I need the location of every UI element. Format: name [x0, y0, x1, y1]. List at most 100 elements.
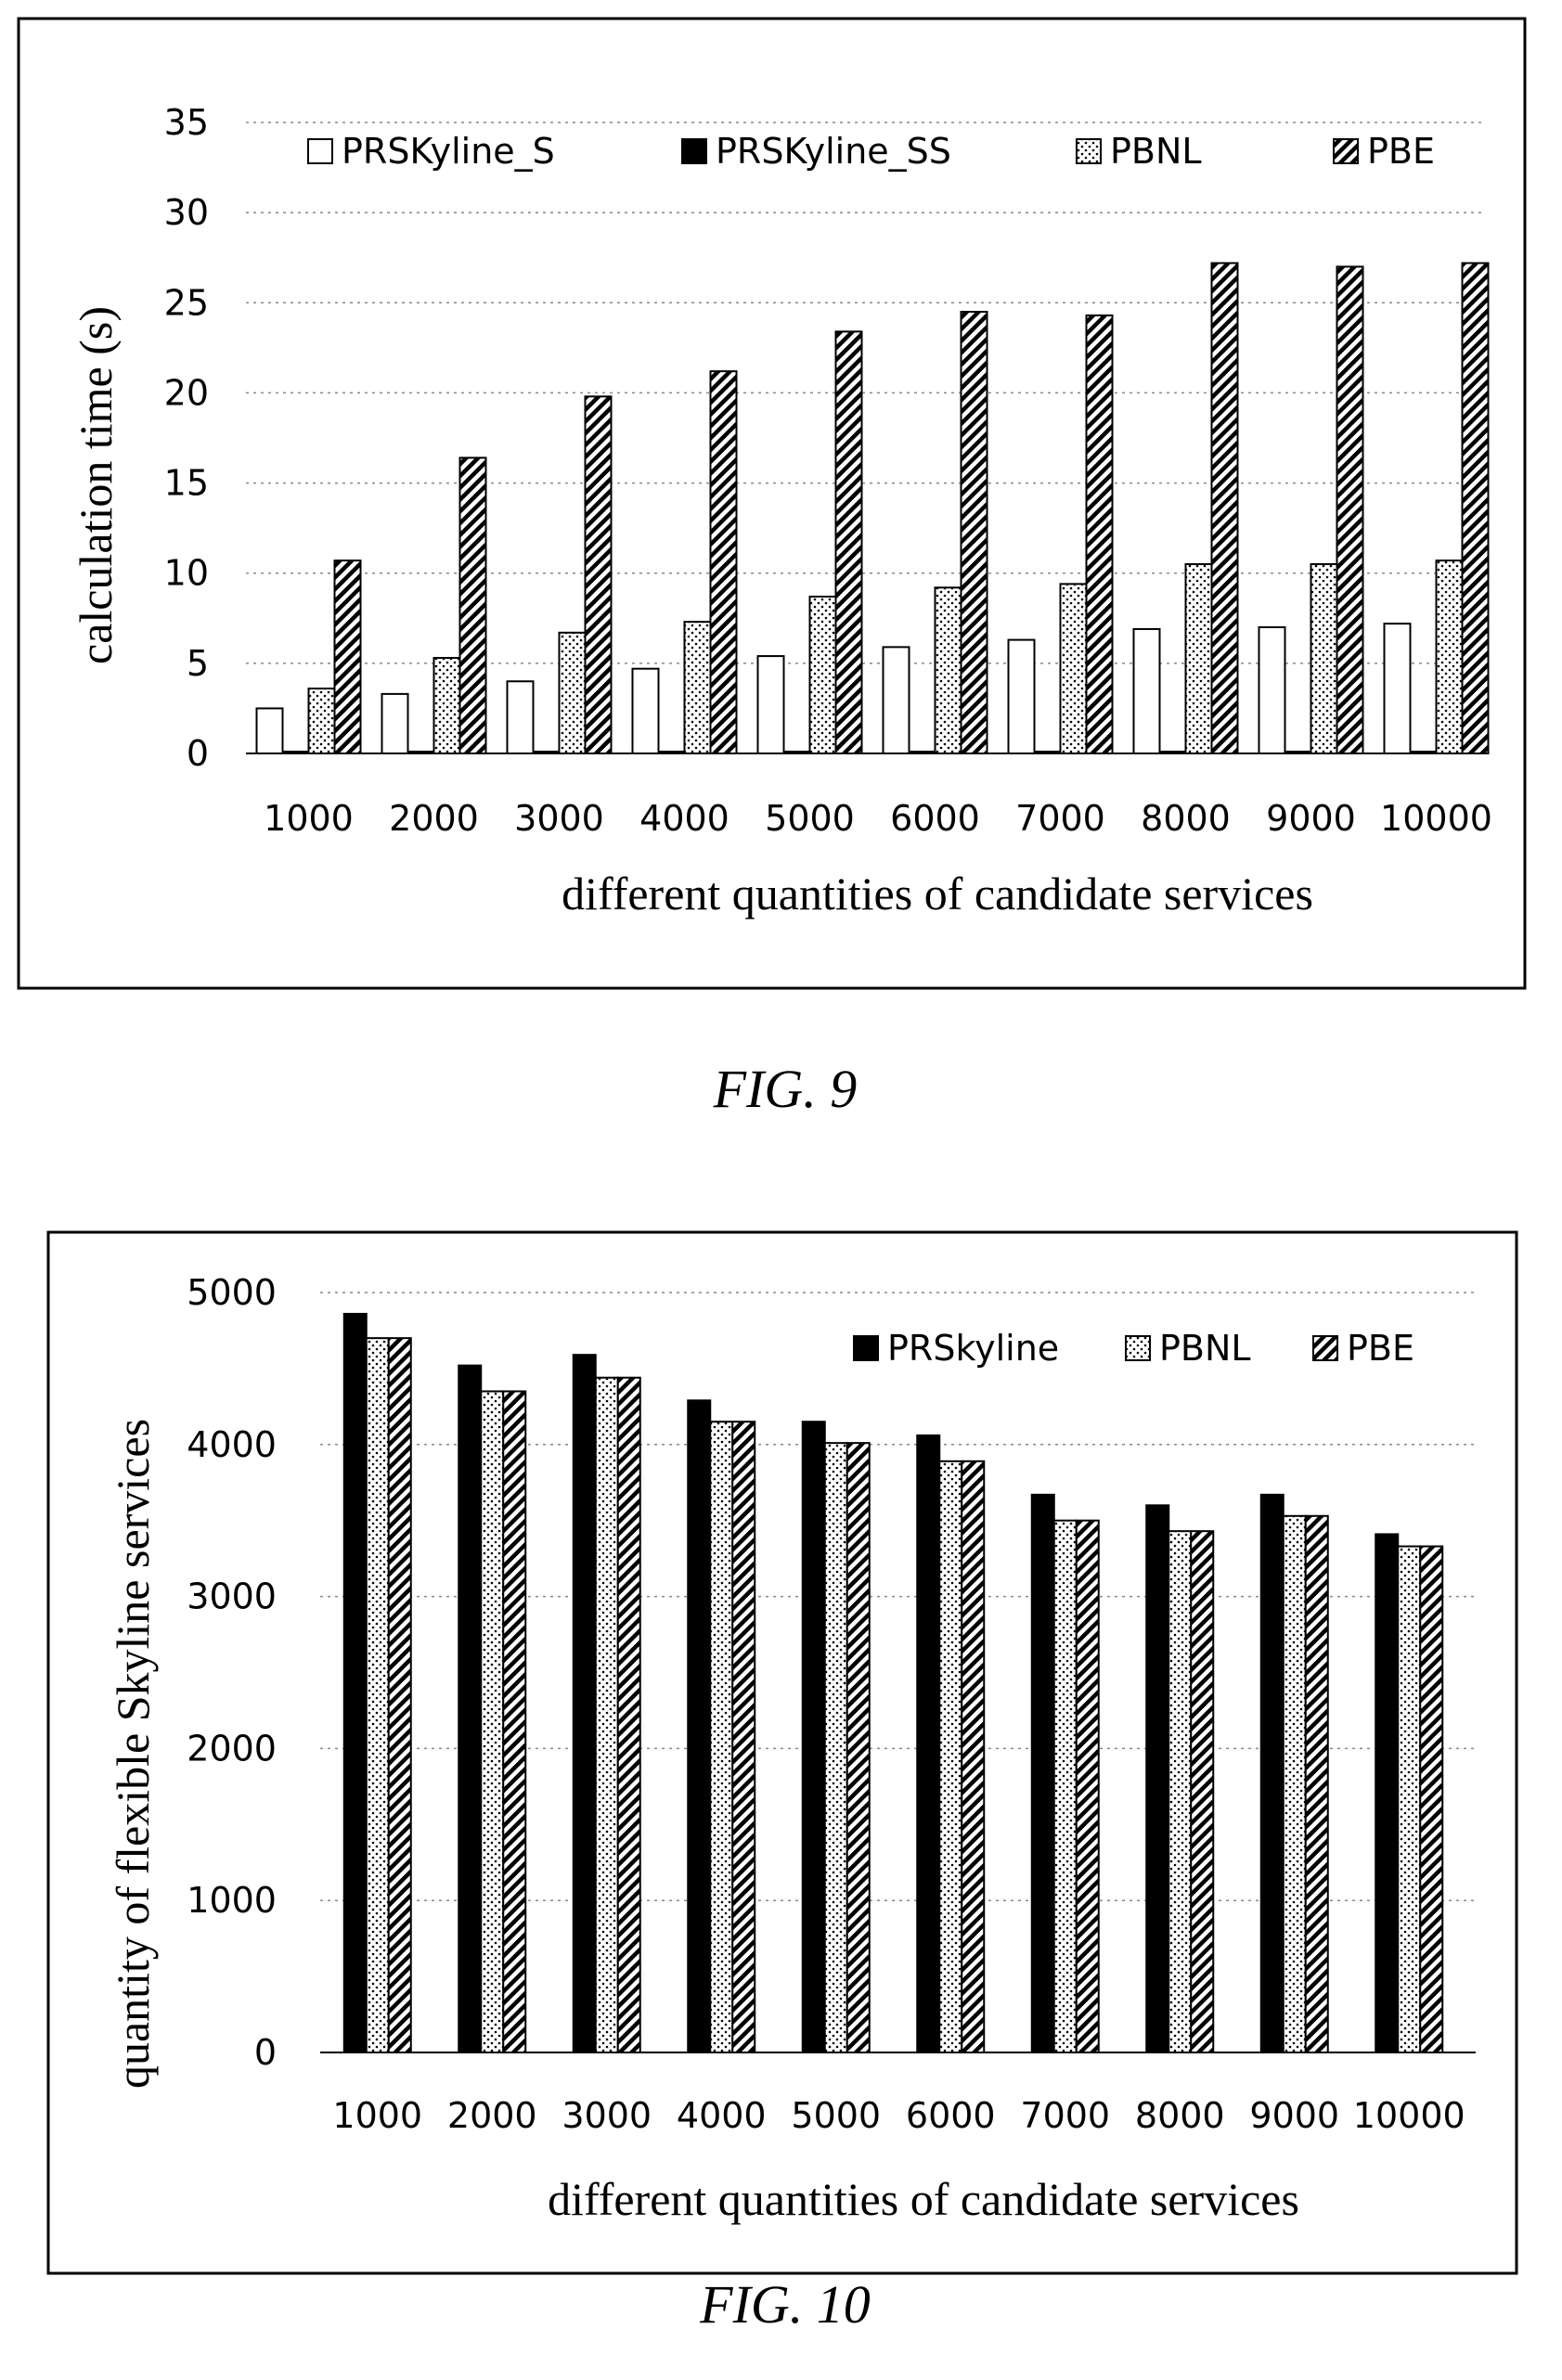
fig9-x-tick-label: 10000: [1380, 798, 1492, 839]
fig9-bar: [1461, 262, 1490, 754]
fig10-caption: FIG. 10: [699, 2274, 871, 2335]
fig10-bar: [1145, 1504, 1170, 2053]
fig10-legend-swatch: [853, 1335, 879, 1361]
fig9-bar: [333, 560, 362, 754]
fig9-legend-label: PRSKyline_S: [342, 131, 555, 172]
fig10-bar: [342, 1312, 368, 2053]
fig9-bar: [657, 751, 686, 754]
fig10-bar: [731, 1421, 756, 2053]
fig10-y-tick-labels: 0 1000 2000 3000 4000 5000: [187, 1272, 277, 2073]
fig9-bar: [631, 667, 660, 755]
fig9-bar: [1258, 626, 1286, 754]
fig10-bar: [801, 1421, 826, 2053]
fig10-bar: [1190, 1530, 1215, 2053]
fig10-bar: [1030, 1493, 1055, 2053]
fig9-y-tick-label: 35: [164, 102, 209, 143]
fig10-bar: [1419, 1545, 1444, 2053]
fig10-border: [46, 1230, 1518, 2275]
fig9-bar: [808, 595, 837, 754]
fig10-legend: PRSkyline PBNL PBE: [853, 1328, 1414, 1369]
fig9-legend-label: PBNL: [1110, 131, 1202, 172]
fig9-bars: [255, 262, 1490, 755]
fig10-bar: [1168, 1530, 1193, 2053]
fig9-bar: [381, 692, 409, 755]
fig9-y-tick-label: 15: [164, 463, 209, 504]
fig9-y-tick-label: 0: [187, 733, 209, 774]
fig9-bar: [432, 657, 461, 754]
fig10-bar: [616, 1376, 641, 2053]
fig10-y-axis-label: quantity of flexible Skyline services: [107, 1419, 159, 2089]
fig10-bar: [961, 1460, 986, 2053]
fig10-legend-label: PRSkyline: [887, 1328, 1059, 1369]
fig9-bar: [1210, 262, 1239, 754]
fig10-bar: [687, 1399, 712, 2053]
fig9-bar: [1310, 563, 1338, 754]
fig10-legend-label: PBNL: [1159, 1328, 1251, 1369]
fig10-chart: 0 1000 2000 3000 4000 5000 1000 2000 3000 4000 50…: [46, 1230, 1518, 2275]
fig10-y-tick-label: 2000: [187, 1728, 277, 1769]
fig9-x-tick-label: 3000: [514, 798, 604, 839]
fig10-x-tick-label: 7000: [1020, 2095, 1110, 2136]
fig10-bar: [502, 1390, 527, 2053]
fig9-x-tick-label: 2000: [389, 798, 479, 839]
fig9-bar: [1085, 314, 1114, 754]
fig9-legend-label: PBE: [1367, 131, 1435, 172]
fig10-bar: [938, 1460, 963, 2053]
fig10-y-tick-label: 3000: [187, 1576, 277, 1617]
fig10-x-axis-label: different quantities of candidate servic…: [548, 2173, 1299, 2225]
fig10-x-tick-label: 6000: [906, 2095, 996, 2136]
fig10-bar: [709, 1421, 734, 2053]
fig9-bar: [908, 751, 936, 754]
fig9-bar: [1336, 265, 1364, 754]
fig9-y-tick-label: 5: [187, 643, 209, 684]
fig9-bar: [1435, 560, 1464, 754]
fig10-bar: [594, 1376, 619, 2053]
fig9-legend-swatch: [307, 138, 333, 164]
fig9-y-tick-label: 25: [164, 282, 209, 323]
fig9-y-tick-label: 10: [164, 553, 209, 594]
fig9-bar: [934, 586, 962, 754]
fig10-bar: [1259, 1493, 1284, 2053]
fig9-y-tick-label: 30: [164, 192, 209, 233]
fig10-bar: [387, 1337, 412, 2053]
fig9-legend-label: PRSKyline_SS: [716, 131, 951, 172]
fig9-bar: [1184, 563, 1213, 754]
fig10-bar: [846, 1442, 871, 2053]
fig9-bar: [307, 688, 336, 754]
fig9-bar: [584, 395, 613, 754]
fig9-bar: [709, 370, 738, 754]
fig9-x-tick-label: 1000: [264, 798, 354, 839]
fig9-bar: [1409, 751, 1438, 754]
fig9-bar: [281, 751, 310, 754]
fig9-gridlines: [246, 122, 1485, 754]
fig9-bar: [683, 621, 712, 755]
fig9-bar: [506, 680, 535, 754]
fig9-x-tick-label: 8000: [1141, 798, 1231, 839]
fig9-bar: [255, 707, 284, 755]
fig10-x-tick-label: 2000: [447, 2095, 537, 2136]
fig9-bar: [1059, 583, 1088, 754]
fig9-legend-swatch: [1333, 138, 1359, 164]
fig9-y-tick-labels: 0 5 10 15 20 25 30 35: [164, 102, 209, 774]
fig9-bar: [558, 631, 587, 754]
fig9-y-tick-label: 20: [164, 372, 209, 413]
fig9-bar: [1383, 623, 1412, 754]
fig9-chart: 0 5 10 15 20 25 30 35 1000 2000 3000 4000 5000 6000 7…: [17, 17, 1527, 990]
fig10-bar: [1052, 1519, 1078, 2053]
fig10-x-tick-label: 8000: [1135, 2095, 1225, 2136]
fig9-x-tick-labels: 1000 2000 3000 4000 5000 6000 7000 8000 9000 1000…: [264, 798, 1492, 839]
fig10-bar: [1304, 1514, 1329, 2053]
fig10-bar: [823, 1442, 848, 2053]
fig10-bar: [458, 1364, 483, 2053]
fig9-bar: [1132, 627, 1161, 755]
fig10-bar: [480, 1390, 505, 2053]
fig9-legend-swatch: [1076, 138, 1102, 164]
fig10-bar: [1375, 1533, 1400, 2053]
fig9-x-tick-label: 9000: [1266, 798, 1356, 839]
fig10-legend-label: PBE: [1347, 1328, 1414, 1369]
fig10-bar: [1397, 1545, 1422, 2053]
fig10-legend-swatch: [1125, 1335, 1151, 1361]
fig10-x-tick-labels: 1000 2000 3000 4000 5000 6000 7000 8000 9000 1000…: [332, 2095, 1465, 2136]
fig9-y-axis-label: calculation time (s): [70, 306, 122, 664]
